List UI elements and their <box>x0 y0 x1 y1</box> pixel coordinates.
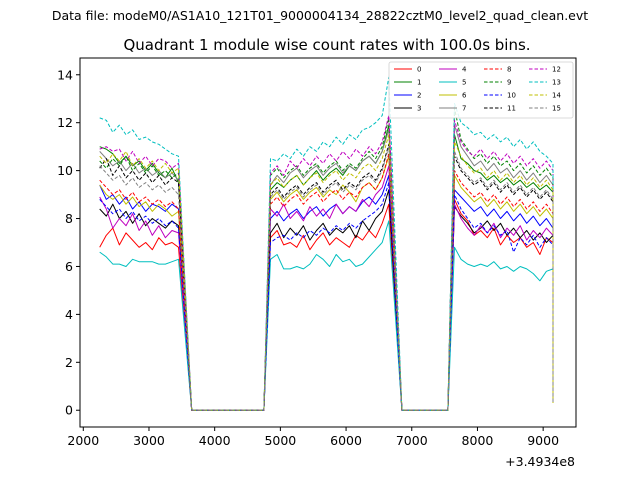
series-line-15 <box>99 146 554 411</box>
legend-label: 7 <box>462 105 466 113</box>
series-line-1 <box>99 124 554 411</box>
series-line-3 <box>99 189 554 411</box>
legend-label: 13 <box>552 79 561 87</box>
y-tick-label: 12 <box>57 115 73 130</box>
x-tick-label: 6000 <box>330 433 362 448</box>
x-tick-label: 5000 <box>264 433 296 448</box>
series-line-5 <box>99 220 554 411</box>
legend-label: 8 <box>507 66 511 74</box>
chart-title: Quadrant 1 module wise count rates with … <box>123 36 530 54</box>
legend-label: 11 <box>507 105 516 113</box>
legend-label: 6 <box>462 92 467 100</box>
y-tick-label: 14 <box>57 67 73 82</box>
legend-label: 9 <box>507 79 511 87</box>
x-tick-label: 2000 <box>67 433 99 448</box>
series-line-4 <box>99 165 554 411</box>
y-tick-label: 2 <box>65 355 73 370</box>
plot-frame <box>79 57 577 428</box>
series-line-6 <box>99 155 554 411</box>
y-tick-label: 0 <box>65 403 73 418</box>
legend-label: 0 <box>417 66 421 74</box>
legend-label: 12 <box>552 66 561 74</box>
x-tick-label: 9000 <box>527 433 559 448</box>
x-tick-label: 7000 <box>396 433 428 448</box>
legend-label: 2 <box>417 92 421 100</box>
x-tick-label: 8000 <box>462 433 494 448</box>
series-line-0 <box>99 198 554 411</box>
y-tick-label: 8 <box>65 211 73 226</box>
legend-label: 10 <box>507 92 516 100</box>
series-line-11 <box>99 143 554 411</box>
y-tick-label: 4 <box>65 307 73 322</box>
legend-label: 15 <box>552 105 561 113</box>
axes: 2000 3000 4000 5000 6000 7000 8000 900002468101… <box>57 67 559 448</box>
legend-label: 1 <box>417 79 421 87</box>
y-tick-label: 10 <box>57 163 73 178</box>
legend-label: 5 <box>462 79 466 87</box>
series-line-10 <box>99 182 554 411</box>
legend-box <box>388 61 574 119</box>
series-line-13 <box>99 76 554 411</box>
series-line-7 <box>99 124 554 411</box>
series-line-8 <box>99 153 554 411</box>
series-line-9 <box>99 107 554 411</box>
series-line-14 <box>99 134 554 411</box>
y-tick-label: 6 <box>65 259 73 274</box>
legend-label: 4 <box>462 66 467 74</box>
x-tick-label: 4000 <box>199 433 231 448</box>
series-line-2 <box>99 174 554 411</box>
legend-label: 3 <box>417 105 421 113</box>
series-layer <box>99 76 554 411</box>
x-tick-label: 3000 <box>133 433 165 448</box>
data-file-label: Data file: modeM0/AS1A10_121T01_90000041… <box>52 8 588 23</box>
x-offset-label: +3.4934e8 <box>505 454 575 469</box>
legend-label: 14 <box>552 92 561 100</box>
series-line-12 <box>99 115 554 411</box>
